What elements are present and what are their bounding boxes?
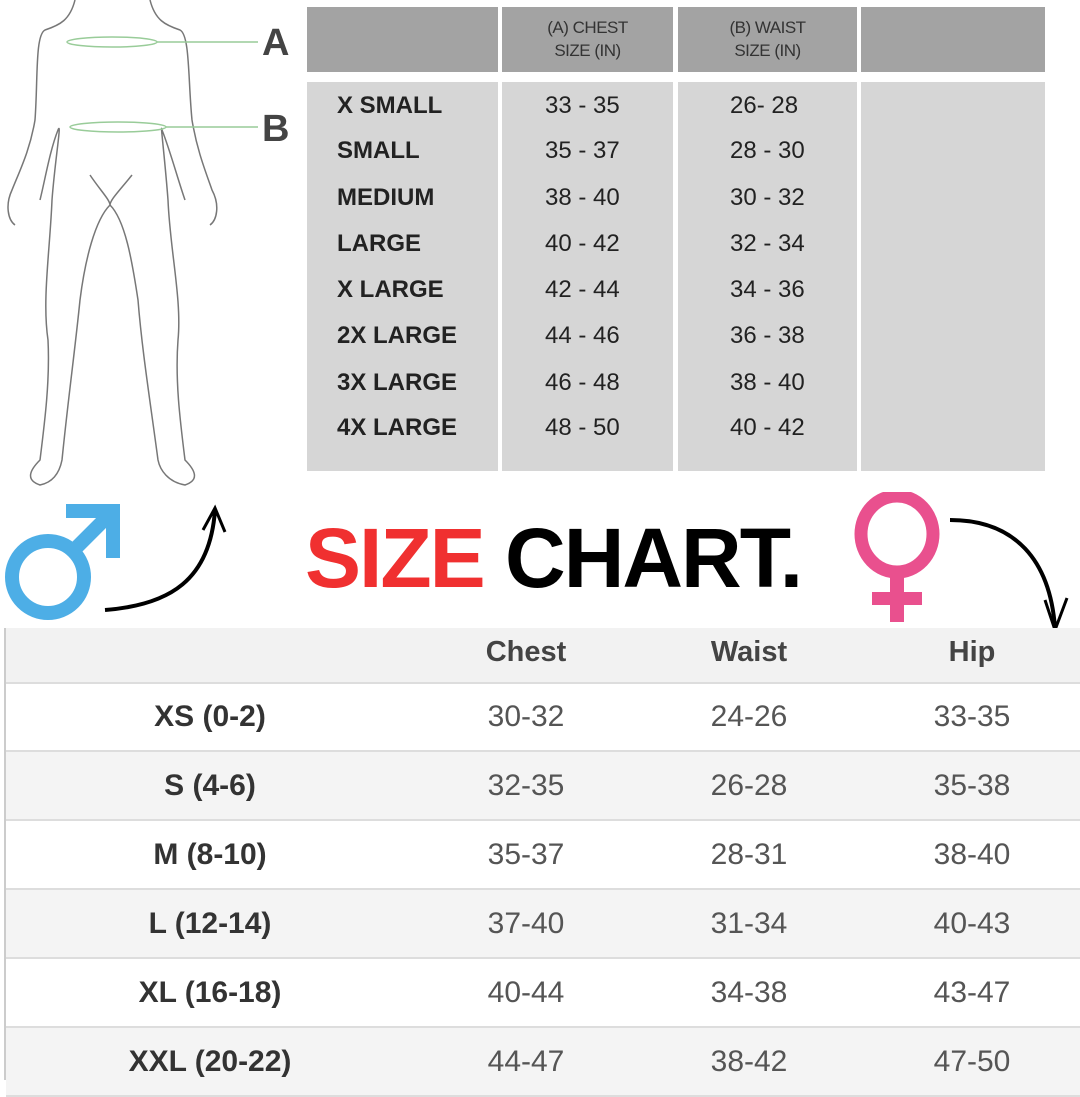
men-row-size: 3X LARGE bbox=[337, 369, 458, 396]
chest-line bbox=[66, 36, 158, 48]
men-row-size: 2X LARGE bbox=[337, 322, 458, 349]
female-symbol-icon bbox=[854, 492, 940, 622]
women-table-row: XL (16-18) 40-44 34-38 43-47 bbox=[6, 959, 1080, 1028]
men-size-table: (A) CHEST SIZE (IN) (B) WAIST SIZE (IN) … bbox=[307, 7, 1045, 471]
women-cell-chest: 37-40 bbox=[487, 906, 565, 940]
women-cell-chest: 44-47 bbox=[487, 1044, 565, 1078]
men-header-waist: (B) WAIST SIZE (IN) bbox=[678, 7, 857, 72]
women-cell-waist: 34-38 bbox=[710, 975, 788, 1009]
waist-line bbox=[69, 121, 167, 133]
men-header-empty bbox=[861, 7, 1045, 72]
men-row-chest: 33 - 35 bbox=[545, 92, 620, 119]
women-cell-chest: 35-37 bbox=[487, 837, 565, 871]
men-row-chest: 48 - 50 bbox=[545, 414, 620, 441]
title-part-size: SIZE bbox=[305, 511, 486, 605]
women-cell-waist: 26-28 bbox=[710, 768, 788, 802]
women-cell-chest: 32-35 bbox=[487, 768, 565, 802]
women-cell-chest: 30-32 bbox=[487, 699, 565, 733]
arrow-down-icon bbox=[949, 518, 1069, 635]
label-a: A bbox=[262, 22, 290, 64]
women-cell-waist: 28-31 bbox=[710, 837, 788, 871]
arrow-up-icon bbox=[104, 504, 227, 612]
women-cell-hip: 33-35 bbox=[933, 699, 1011, 733]
women-header-chest: Chest bbox=[485, 636, 567, 668]
men-row-size: SMALL bbox=[337, 137, 420, 164]
women-cell-size: XXL (20-22) bbox=[128, 1044, 292, 1078]
body-measurement-figure bbox=[7, 0, 258, 486]
women-size-table: Chest Waist Hip XS (0-2) 30-32 24-26 33-35 S… bbox=[4, 628, 1080, 1097]
title-part-chart: CHART. bbox=[483, 511, 803, 605]
men-row-waist: 40 - 42 bbox=[730, 414, 805, 441]
men-row-chest: 40 - 42 bbox=[545, 230, 620, 257]
men-row-chest: 44 - 46 bbox=[545, 322, 620, 349]
men-row-size: X SMALL bbox=[337, 92, 443, 119]
women-cell-hip: 47-50 bbox=[933, 1044, 1011, 1078]
men-row-waist: 34 - 36 bbox=[730, 276, 805, 303]
women-table-row: L (12-14) 37-40 31-34 40-43 bbox=[6, 890, 1080, 959]
women-cell-size: S (4-6) bbox=[164, 768, 256, 802]
size-chart-title: SIZE CHART. bbox=[305, 510, 803, 607]
men-row-chest: 46 - 48 bbox=[545, 369, 620, 396]
women-cell-hip: 43-47 bbox=[933, 975, 1011, 1009]
men-row-size: LARGE bbox=[337, 230, 421, 257]
women-cell-waist: 24-26 bbox=[710, 699, 788, 733]
male-symbol-icon bbox=[5, 504, 120, 620]
women-table-row: XXL (20-22) 44-47 38-42 47-50 bbox=[6, 1028, 1080, 1097]
label-b: B bbox=[262, 108, 290, 150]
women-cell-size: XS (0-2) bbox=[154, 699, 266, 733]
women-header-row: Chest Waist Hip bbox=[6, 628, 1080, 684]
men-row-waist: 28 - 30 bbox=[730, 137, 805, 164]
men-row-chest: 42 - 44 bbox=[545, 276, 620, 303]
men-header-size bbox=[307, 7, 498, 72]
men-row-size: MEDIUM bbox=[337, 184, 435, 211]
men-header-chest: (A) CHEST SIZE (IN) bbox=[502, 7, 673, 72]
men-row-waist: 26- 28 bbox=[730, 92, 799, 119]
women-table-row: M (8-10) 35-37 28-31 38-40 bbox=[6, 821, 1080, 890]
men-row-chest: 38 - 40 bbox=[545, 184, 620, 211]
women-cell-hip: 38-40 bbox=[933, 837, 1011, 871]
women-cell-hip: 35-38 bbox=[933, 768, 1011, 802]
men-row-size: 4X LARGE bbox=[337, 414, 458, 441]
women-table-row: S (4-6) 32-35 26-28 35-38 bbox=[6, 752, 1080, 821]
men-row-size: X LARGE bbox=[337, 276, 444, 303]
women-cell-size: M (8-10) bbox=[153, 837, 267, 871]
women-cell-hip: 40-43 bbox=[933, 906, 1011, 940]
women-cell-waist: 38-42 bbox=[710, 1044, 788, 1078]
women-cell-size: L (12-14) bbox=[148, 906, 272, 940]
women-cell-chest: 40-44 bbox=[487, 975, 565, 1009]
men-row-waist: 32 - 34 bbox=[730, 230, 805, 257]
women-cell-size: XL (16-18) bbox=[138, 975, 282, 1009]
men-row-chest: 35 - 37 bbox=[545, 137, 620, 164]
men-row-waist: 30 - 32 bbox=[730, 184, 805, 211]
men-row-waist: 36 - 38 bbox=[730, 322, 805, 349]
women-header-hip: Hip bbox=[948, 636, 996, 668]
women-table-row: XS (0-2) 30-32 24-26 33-35 bbox=[6, 683, 1080, 752]
men-row-waist: 38 - 40 bbox=[730, 369, 805, 396]
women-cell-waist: 31-34 bbox=[710, 906, 788, 940]
women-header-waist: Waist bbox=[710, 636, 788, 668]
